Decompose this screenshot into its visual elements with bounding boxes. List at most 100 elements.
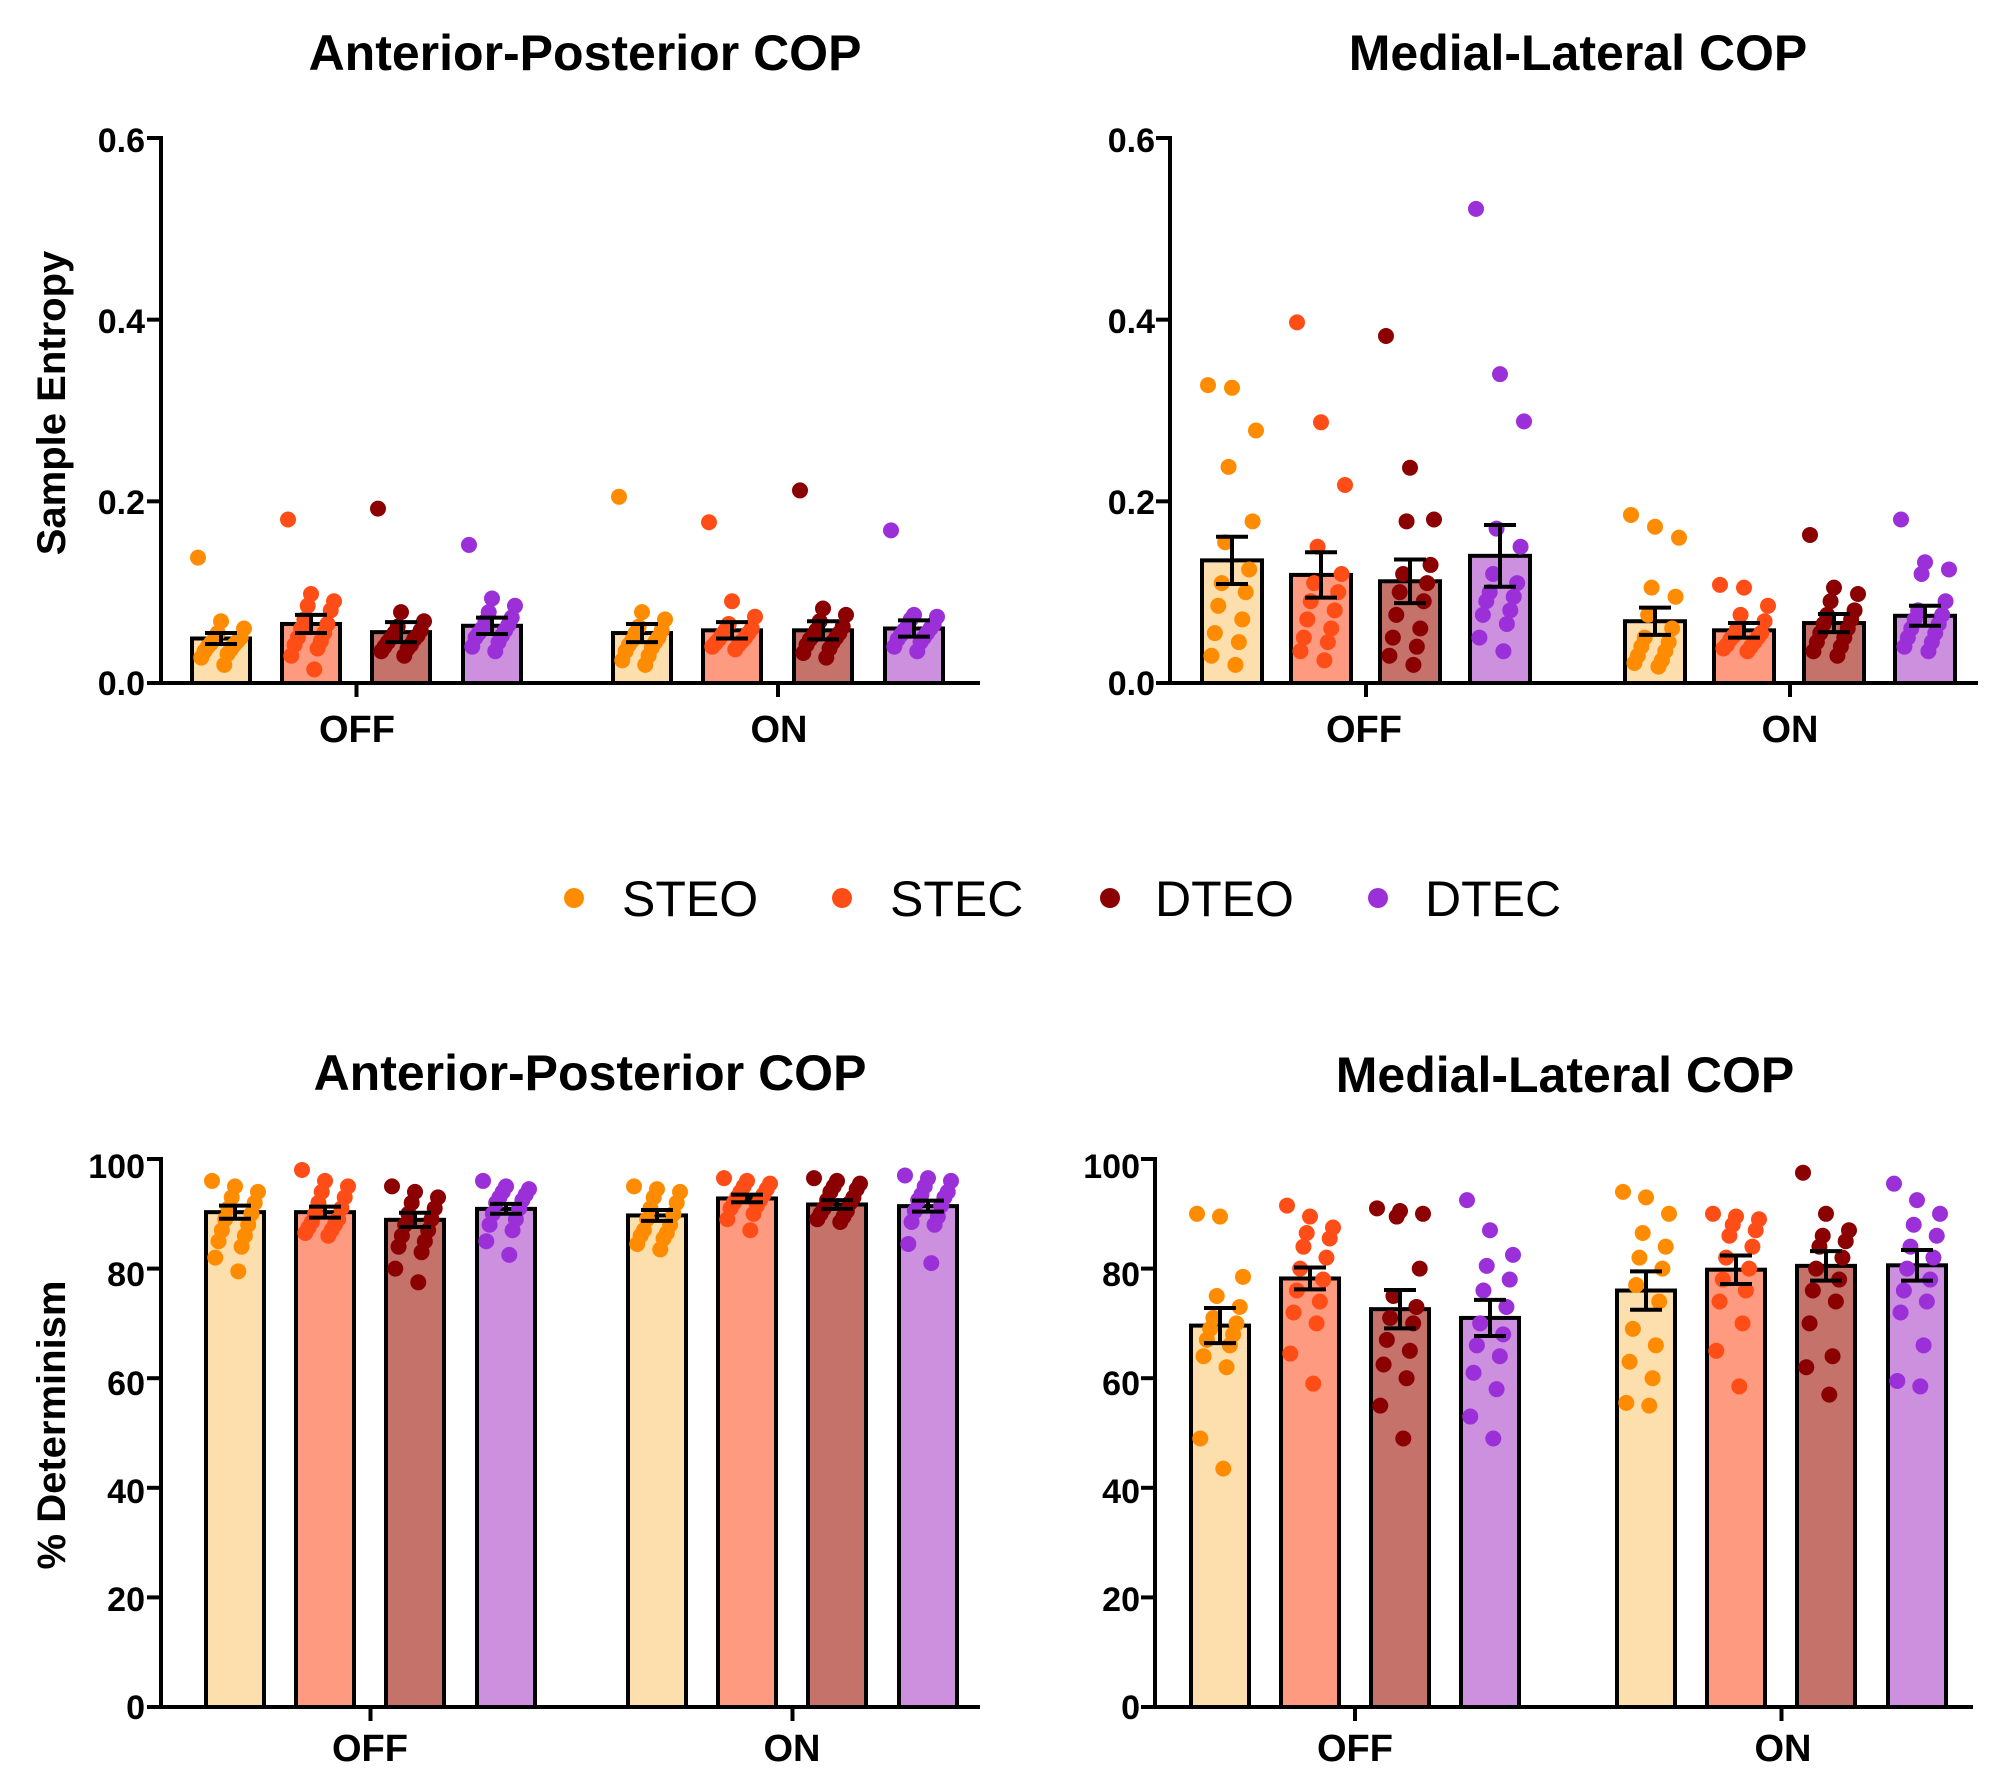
data-point-dtec: [886, 638, 903, 655]
data-point-stec: [1712, 576, 1728, 593]
data-point-dtec: [464, 638, 481, 655]
panel-det-ap: Anterior-Posterior COP % Determinism 0 2…: [30, 1045, 866, 1770]
data-point-steo: [1623, 506, 1639, 523]
legend-marker-dteo: [1100, 888, 1120, 908]
data-point-dtec: [487, 643, 504, 660]
data-point-steo: [1651, 1293, 1668, 1310]
x-category-label: OFF: [319, 709, 395, 751]
data-point-steo: [1231, 1298, 1248, 1315]
data-point-dteo: [373, 643, 390, 660]
data-point-steo: [1203, 647, 1220, 664]
data-point-dtec: [475, 1172, 491, 1189]
data-point-steo: [1628, 1277, 1645, 1294]
data-point-steo: [1650, 658, 1667, 675]
data-point-steo: [1624, 1320, 1641, 1337]
data-point-dtec: [1516, 413, 1532, 430]
data-point-dteo: [1381, 647, 1398, 664]
data-point-steo: [629, 1235, 646, 1252]
data-point-steo: [230, 1263, 247, 1280]
data-point-stec: [1747, 1222, 1764, 1239]
data-point-steo: [1671, 529, 1687, 546]
data-point-steo: [1230, 634, 1247, 651]
bar-stec: [1279, 1276, 1341, 1709]
data-point-dtec: [1937, 593, 1954, 610]
data-point-steo: [1198, 1331, 1215, 1348]
data-point-dtec: [1482, 1222, 1498, 1239]
data-point-dteo: [1408, 1298, 1425, 1315]
data-point-steo: [1654, 1260, 1671, 1277]
data-point-dtec: [1889, 1372, 1906, 1389]
data-point-dteo: [1802, 526, 1818, 543]
data-point-stec: [704, 638, 721, 655]
chart-marks: [147, 136, 1978, 1721]
data-point-dteo: [1801, 1315, 1818, 1332]
x-category-label: ON: [764, 1728, 821, 1770]
data-point-steo: [1224, 379, 1240, 396]
data-point-dtec: [1475, 1282, 1492, 1299]
x-category-label: OFF: [332, 1728, 408, 1770]
data-point-dtec: [1895, 1282, 1912, 1299]
data-point-steo: [1221, 1337, 1238, 1354]
data-point-stec: [1741, 1260, 1758, 1277]
panel-title: Anterior-Posterior COP: [309, 25, 862, 81]
y-tick-label: 80: [107, 1256, 145, 1294]
data-point-stec: [1319, 634, 1336, 651]
panel-se-ml: Medial-Lateral COP 0.0 0.2 0.4 0.6 OFF O…: [1108, 25, 1819, 751]
data-point-dtec: [883, 522, 899, 539]
data-point-dtec: [1498, 615, 1515, 632]
data-point-steo: [1210, 597, 1227, 614]
legend-label-steo: STEO: [622, 871, 758, 927]
data-point-stec: [1289, 314, 1305, 331]
x-category-label: OFF: [1317, 1728, 1393, 1770]
data-point-stec: [742, 1222, 759, 1239]
y-tick-label: 0.2: [98, 484, 145, 522]
data-point-steo: [1234, 611, 1251, 628]
bar-dtec: [475, 1206, 537, 1710]
data-point-dtec: [1892, 1304, 1909, 1321]
data-point-dtec: [1893, 511, 1909, 528]
data-point-dtec: [478, 1233, 495, 1250]
data-point-dteo: [1398, 513, 1415, 530]
data-point-stec: [309, 640, 326, 657]
data-point-dteo: [1395, 566, 1412, 582]
data-point-dteo: [1369, 1200, 1385, 1217]
data-point-dtec: [1912, 1378, 1929, 1395]
data-point-steo: [634, 604, 650, 621]
y-tick-label: 40: [107, 1473, 145, 1511]
data-point-dteo: [1402, 459, 1418, 476]
data-point-stec: [745, 1205, 762, 1222]
data-point-steo: [1664, 620, 1681, 637]
bar-steo: [1615, 1288, 1677, 1710]
data-point-dteo: [1808, 1260, 1825, 1277]
y-tick-label: 60: [107, 1365, 145, 1403]
bar-steo: [1189, 1323, 1251, 1710]
data-point-dtec: [504, 1222, 521, 1239]
data-point-dtec: [903, 1214, 920, 1231]
data-point-steo: [1634, 1224, 1651, 1241]
data-point-dtec: [501, 1246, 518, 1263]
data-point-dteo: [795, 645, 812, 662]
data-point-dteo: [1834, 1249, 1851, 1266]
data-point-dtec: [1485, 566, 1502, 582]
data-point-stec: [1734, 1315, 1751, 1332]
data-point-steo: [626, 1178, 642, 1195]
data-point-stec: [701, 514, 717, 531]
data-point-steo: [1626, 655, 1643, 672]
data-point-stec: [306, 661, 323, 678]
data-point-stec: [1306, 575, 1323, 592]
data-point-steo: [193, 649, 210, 666]
data-point-dteo: [1426, 511, 1442, 528]
data-point-dteo: [1378, 1331, 1395, 1348]
data-point-dteo: [1375, 1356, 1392, 1373]
data-point-stec: [1732, 606, 1749, 623]
bar-dteo: [384, 1217, 446, 1709]
data-point-stec: [1295, 629, 1312, 646]
data-point-dtec: [1501, 1271, 1518, 1288]
y-tick-label: 0.4: [98, 303, 145, 341]
data-point-dteo: [1804, 1282, 1821, 1299]
data-point-steo: [652, 1241, 669, 1258]
data-point-dteo: [1411, 1260, 1428, 1277]
data-point-stec: [1323, 620, 1340, 637]
data-point-dteo: [815, 600, 831, 617]
data-point-dteo: [809, 1211, 826, 1228]
